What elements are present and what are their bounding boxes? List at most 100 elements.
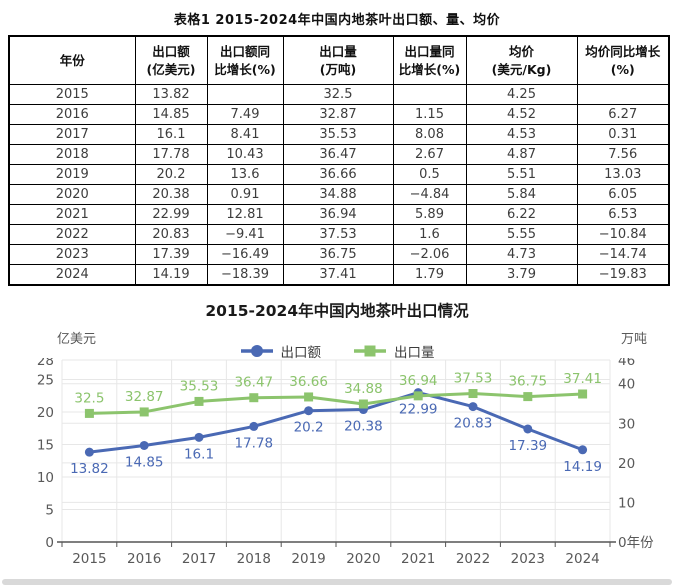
data-label: 37.41 [563, 371, 602, 387]
column-header: 均价同比增长 (%) [576, 35, 670, 85]
table-cell: 3.79 [465, 264, 578, 286]
legend-label: 出口量 [394, 345, 435, 361]
table-cell: 7.56 [576, 144, 670, 165]
data-point [523, 424, 533, 434]
table-cell: −14.74 [576, 244, 670, 265]
column-header: 出口额 (亿美元) [134, 35, 208, 85]
data-label: 14.85 [125, 454, 164, 470]
table-cell: 35.53 [282, 124, 394, 145]
table-cell: 2019 [8, 164, 136, 185]
series-line [87, 391, 585, 454]
table-cell: 2.67 [392, 144, 467, 165]
legend-item-export-volume[interactable]: 出口量 [353, 341, 435, 361]
svg-text:15: 15 [37, 438, 54, 454]
table-cell: 37.41 [282, 264, 394, 286]
data-label: 20.83 [454, 416, 493, 432]
table-row: 2021 22.99 12.81 36.94 5.89 6.22 6.53 [8, 204, 670, 225]
table-cell: 4.52 [465, 104, 578, 125]
table-cell: 5.84 [465, 184, 578, 205]
data-point [523, 392, 533, 402]
export-volume-series: 32.5 32.87 35.53 36.47 36.66 34.88 36.94 37.53 3… [74, 371, 602, 418]
table-cell: −18.39 [206, 264, 284, 286]
table-cell: −9.41 [206, 224, 284, 245]
svg-text:2015: 2015 [72, 551, 106, 567]
table-cell: 8.41 [206, 124, 284, 145]
table-cell: 2017 [8, 124, 136, 145]
column-header: 均价 (美元/Kg) [465, 35, 578, 85]
svg-text:10: 10 [37, 470, 54, 486]
table-cell: 2021 [8, 204, 136, 225]
table-cell: 6.27 [576, 104, 670, 125]
data-label: 17.78 [234, 435, 273, 451]
chart-legend: 出口额 出口量 [0, 341, 674, 361]
svg-text:30: 30 [618, 416, 635, 432]
data-label: 36.66 [289, 374, 328, 390]
table-row: 2024 14.19 −18.39 37.41 1.79 3.79 −19.83 [8, 264, 670, 286]
table-cell: 4.53 [465, 124, 578, 145]
table-cell: 20.2 [134, 164, 208, 185]
column-header: 出口量同 比增长(%) [392, 35, 467, 85]
data-label: 36.47 [234, 375, 273, 391]
data-label: 22.99 [399, 402, 438, 418]
table-cell: 6.22 [465, 204, 578, 225]
table-cell: 8.08 [392, 124, 467, 145]
table-row: 2020 20.38 0.91 34.88 −4.84 5.84 6.05 [8, 184, 670, 205]
table-cell: 36.66 [282, 164, 394, 185]
table-cell: 17.78 [134, 144, 208, 165]
gridlines [61, 359, 611, 542]
table-row: 2015 13.82 32.5 4.25 [8, 84, 670, 105]
svg-text:2023: 2023 [511, 551, 545, 567]
table-cell [392, 84, 467, 105]
table-row: 2018 17.78 10.43 36.47 2.67 4.87 7.56 [8, 144, 670, 165]
legend-item-export-value[interactable]: 出口额 [240, 341, 321, 361]
table-cell: 0.5 [392, 164, 467, 185]
table-cell [576, 84, 670, 105]
table-cell: 2016 [8, 104, 136, 125]
chart-title: 2015-2024年中国内地茶叶出口情况 [205, 302, 469, 320]
data-point [249, 393, 259, 403]
data-point [304, 392, 314, 402]
table-cell: 4.87 [465, 144, 578, 165]
data-point [578, 389, 588, 399]
data-label: 32.5 [74, 390, 104, 406]
table-cell: 12.81 [206, 204, 284, 225]
table-cell: −19.83 [576, 264, 670, 286]
data-point [468, 389, 478, 399]
table-cell: 13.6 [206, 164, 284, 185]
data-label: 16.1 [184, 446, 214, 462]
data-label: 37.53 [454, 371, 493, 387]
svg-text:0: 0 [45, 535, 54, 551]
table-cell: 13.82 [134, 84, 208, 105]
data-label: 20.38 [344, 419, 383, 435]
data-point [84, 408, 94, 418]
data-label: 14.19 [563, 459, 602, 475]
svg-text:2020: 2020 [346, 551, 380, 567]
data-point [194, 396, 204, 406]
table-cell: 14.19 [134, 264, 208, 286]
table-row: 2019 20.2 13.6 36.66 0.5 5.51 13.03 [8, 164, 670, 185]
data-label: 34.88 [344, 381, 383, 397]
svg-text:2019: 2019 [291, 551, 325, 567]
table-cell: 32.87 [282, 104, 394, 125]
data-point [358, 399, 368, 409]
data-label: 36.94 [399, 373, 438, 389]
line-circle-marker-icon [240, 344, 274, 358]
column-header: 年份 [8, 35, 136, 85]
data-point [304, 406, 314, 416]
data-point [578, 445, 588, 455]
table-cell: 2023 [8, 244, 136, 265]
data-point [139, 440, 149, 450]
table-cell: 2024 [8, 264, 136, 286]
chart-header: 亿美元 出口额 出口量 万吨 [0, 322, 674, 361]
table-cell: 5.51 [465, 164, 578, 185]
svg-text:0年份: 0年份 [618, 535, 654, 551]
table-cell: 5.55 [465, 224, 578, 245]
data-point [413, 391, 423, 401]
table-cell: 2018 [8, 144, 136, 165]
horizontal-scrollbar[interactable] [2, 579, 672, 585]
table-cell: 17.39 [134, 244, 208, 265]
table-title: 表格1 2015-2024年中国内地茶叶出口额、量、均价 [173, 13, 501, 28]
svg-text:2022: 2022 [456, 551, 490, 567]
x-axis [57, 541, 616, 547]
